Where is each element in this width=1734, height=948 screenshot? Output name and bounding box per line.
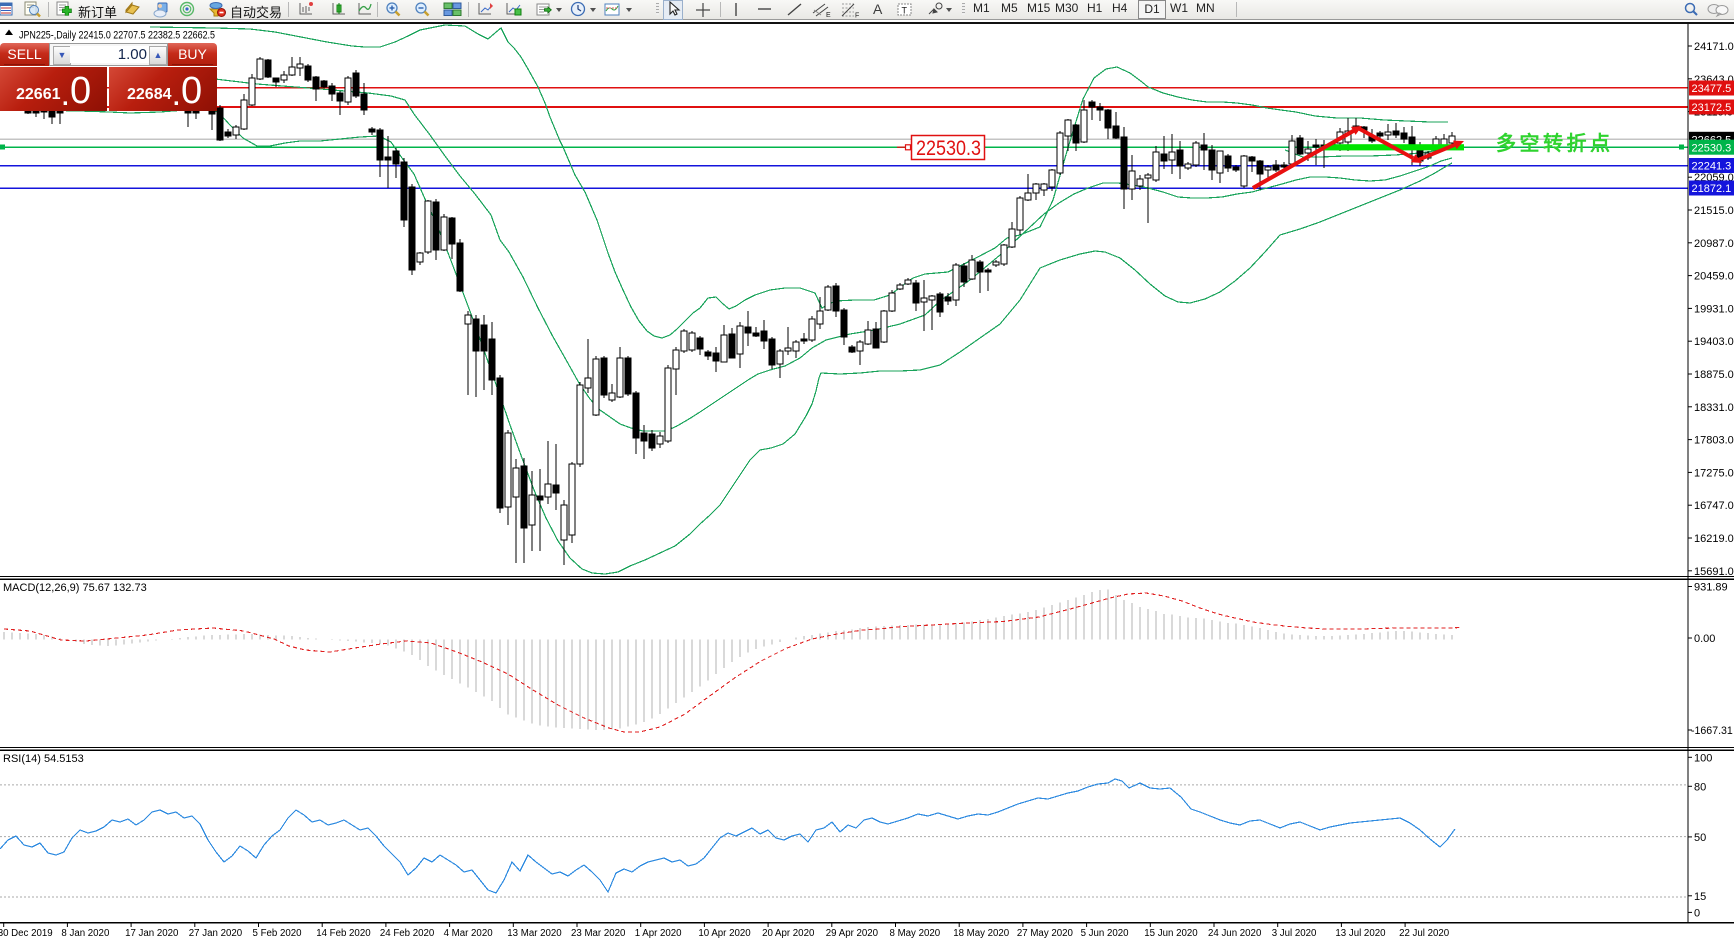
svg-text:18331.0: 18331.0	[1694, 402, 1734, 414]
svg-text:22241.3: 22241.3	[1692, 161, 1732, 173]
svg-text:20 Apr 2020: 20 Apr 2020	[762, 928, 815, 939]
svg-text:16219.0: 16219.0	[1694, 533, 1734, 545]
svg-text:24 Jun 2020: 24 Jun 2020	[1208, 928, 1262, 939]
svg-text:17803.0: 17803.0	[1694, 435, 1734, 447]
svg-text:20459.0: 20459.0	[1694, 271, 1734, 283]
svg-text:18875.0: 18875.0	[1694, 369, 1734, 381]
svg-text:17 Jan 2020: 17 Jan 2020	[125, 928, 179, 939]
svg-text:RSI(14) 54.5153: RSI(14) 54.5153	[3, 753, 84, 765]
svg-text:21872.1: 21872.1	[1692, 183, 1732, 195]
svg-text:1 Apr 2020: 1 Apr 2020	[635, 928, 682, 939]
svg-text:50: 50	[1694, 832, 1706, 844]
svg-text:14 Feb 2020: 14 Feb 2020	[316, 928, 371, 939]
svg-text:13 Jul 2020: 13 Jul 2020	[1335, 928, 1386, 939]
svg-text:22530.3: 22530.3	[1692, 142, 1732, 154]
svg-text:JPN225-,Daily 22415.0 22707.5: JPN225-,Daily 22415.0 22707.5 22382.5 22…	[19, 30, 215, 42]
svg-text:100: 100	[1694, 752, 1712, 764]
svg-text:T: T	[902, 6, 908, 16]
svg-text:23 Mar 2020: 23 Mar 2020	[571, 928, 626, 939]
svg-text:15691.0: 15691.0	[1694, 566, 1734, 578]
svg-text:24 Feb 2020: 24 Feb 2020	[380, 928, 435, 939]
svg-text:931.89: 931.89	[1694, 582, 1728, 594]
svg-text:4 Mar 2020: 4 Mar 2020	[444, 928, 494, 939]
svg-text:13 Mar 2020: 13 Mar 2020	[507, 928, 562, 939]
svg-text:E: E	[826, 12, 831, 18]
svg-text:8 Jan 2020: 8 Jan 2020	[61, 928, 110, 939]
svg-text:23172.5: 23172.5	[1692, 102, 1732, 114]
svg-text:21515.0: 21515.0	[1694, 205, 1734, 217]
svg-text:F: F	[855, 13, 859, 19]
svg-text:15: 15	[1694, 891, 1706, 903]
svg-text:22530.3: 22530.3	[916, 137, 981, 160]
svg-text:10 Apr 2020: 10 Apr 2020	[698, 928, 751, 939]
svg-text:29 Apr 2020: 29 Apr 2020	[826, 928, 879, 939]
svg-text:27 May 2020: 27 May 2020	[1017, 928, 1074, 939]
svg-text:30 Dec 2019: 30 Dec 2019	[0, 928, 53, 939]
svg-text:27 Jan 2020: 27 Jan 2020	[189, 928, 243, 939]
svg-text:23477.5: 23477.5	[1692, 83, 1732, 95]
svg-text:19931.0: 19931.0	[1694, 303, 1734, 315]
svg-text:19403.0: 19403.0	[1694, 336, 1734, 348]
svg-text:5 Feb 2020: 5 Feb 2020	[253, 928, 303, 939]
svg-text:-1667.31: -1667.31	[1691, 725, 1733, 737]
svg-text:多空转折点: 多空转折点	[1496, 131, 1610, 155]
svg-text:17275.0: 17275.0	[1694, 467, 1734, 479]
svg-text:18 May 2020: 18 May 2020	[953, 928, 1010, 939]
svg-text:0.00: 0.00	[1694, 633, 1715, 645]
svg-text:15 Jun 2020: 15 Jun 2020	[1144, 928, 1198, 939]
svg-text:16747.0: 16747.0	[1694, 500, 1734, 512]
svg-text:22 Jul 2020: 22 Jul 2020	[1399, 928, 1450, 939]
svg-text:3 Jul 2020: 3 Jul 2020	[1272, 928, 1317, 939]
svg-text:MACD(12,26,9) 75.67 132.73: MACD(12,26,9) 75.67 132.73	[3, 582, 147, 594]
svg-text:80: 80	[1694, 781, 1706, 793]
svg-text:8 May 2020: 8 May 2020	[890, 928, 941, 939]
svg-text:24171.0: 24171.0	[1694, 41, 1734, 53]
svg-text:0: 0	[1694, 907, 1700, 919]
svg-text:5 Jun 2020: 5 Jun 2020	[1081, 928, 1130, 939]
svg-text:20987.0: 20987.0	[1694, 238, 1734, 250]
